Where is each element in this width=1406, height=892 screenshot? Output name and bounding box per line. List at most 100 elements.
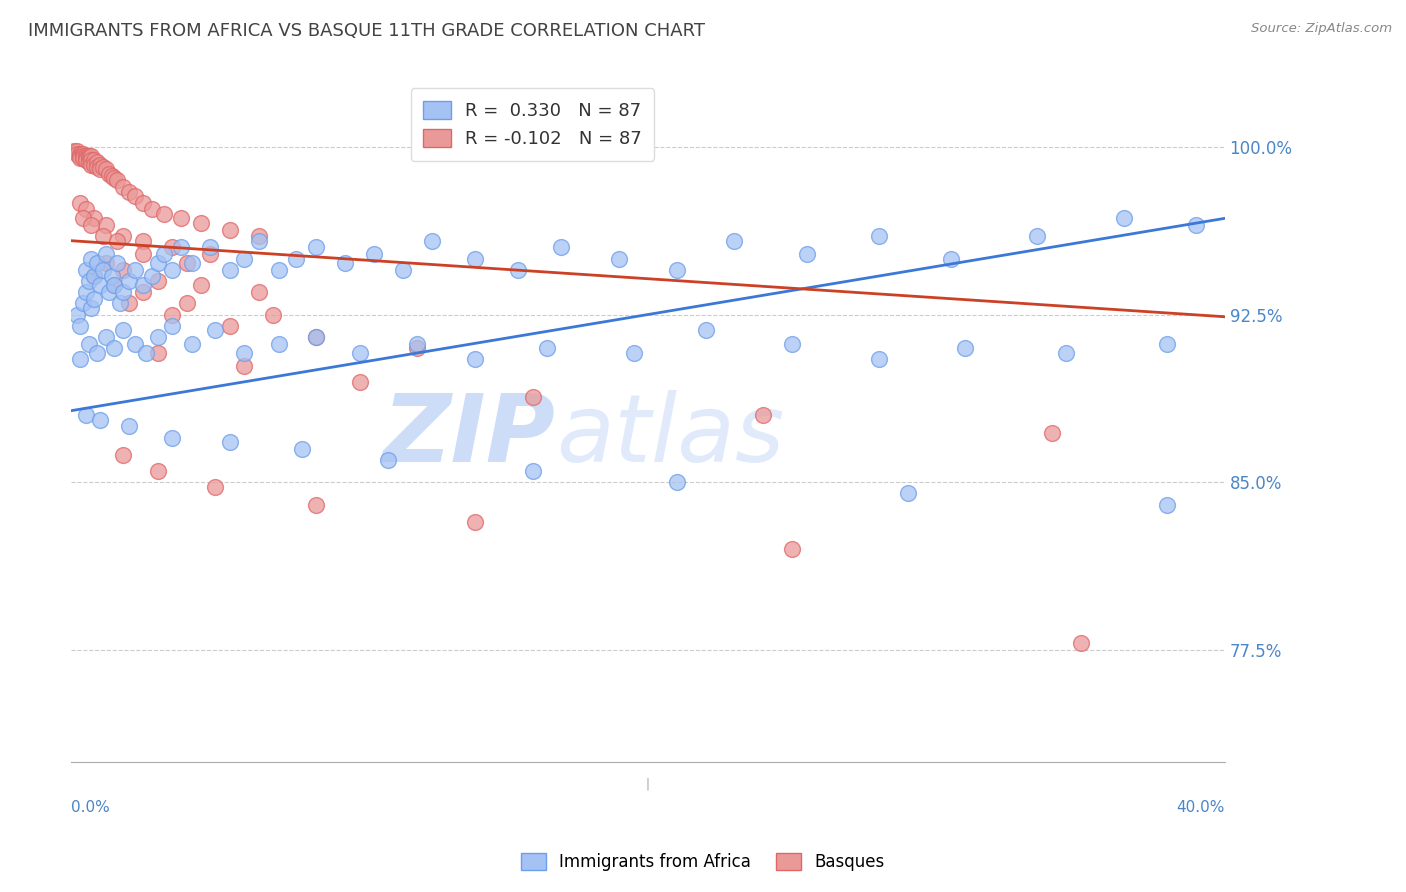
Point	[146, 256, 169, 270]
Point	[77, 151, 100, 165]
Point	[103, 341, 125, 355]
Legend: Immigrants from Africa, Basques: Immigrants from Africa, Basques	[513, 845, 893, 880]
Point	[86, 256, 108, 270]
Point	[83, 269, 105, 284]
Point	[1070, 636, 1092, 650]
Point	[63, 145, 86, 159]
Point	[75, 151, 97, 165]
Point	[86, 155, 108, 169]
Point	[181, 336, 204, 351]
Point	[623, 345, 645, 359]
Point	[233, 345, 256, 359]
Point	[69, 151, 91, 165]
Point	[522, 464, 544, 478]
Point	[204, 480, 226, 494]
Point	[146, 464, 169, 478]
Point	[247, 285, 270, 300]
Point	[89, 412, 111, 426]
Point	[285, 252, 308, 266]
Point	[75, 408, 97, 422]
Point	[112, 180, 135, 194]
Point	[80, 218, 103, 232]
Point	[1185, 218, 1208, 232]
Point	[160, 430, 183, 444]
Point	[83, 153, 105, 168]
Point	[89, 158, 111, 172]
Text: 40.0%: 40.0%	[1177, 800, 1225, 815]
Point	[896, 486, 918, 500]
Point	[349, 375, 371, 389]
Point	[94, 330, 117, 344]
Point	[69, 318, 91, 333]
Point	[69, 352, 91, 367]
Point	[91, 229, 114, 244]
Point	[112, 262, 135, 277]
Point	[267, 336, 290, 351]
Point	[75, 153, 97, 168]
Point	[247, 229, 270, 244]
Point	[141, 269, 163, 284]
Text: 0.0%: 0.0%	[72, 800, 110, 815]
Point	[160, 308, 183, 322]
Point	[665, 262, 688, 277]
Point	[132, 285, 155, 300]
Text: ZIP: ZIP	[382, 390, 555, 482]
Point	[305, 498, 328, 512]
Point	[198, 240, 221, 254]
Point	[247, 234, 270, 248]
Point	[100, 169, 122, 183]
Point	[868, 352, 890, 367]
Point	[72, 149, 94, 163]
Point	[112, 285, 135, 300]
Text: IMMIGRANTS FROM AFRICA VS BASQUE 11TH GRADE CORRELATION CHART: IMMIGRANTS FROM AFRICA VS BASQUE 11TH GR…	[28, 22, 706, 40]
Point	[723, 234, 745, 248]
Point	[170, 211, 193, 226]
Point	[291, 442, 314, 456]
Point	[464, 252, 486, 266]
Point	[146, 274, 169, 288]
Point	[1054, 345, 1077, 359]
Point	[118, 296, 141, 310]
Point	[1156, 336, 1178, 351]
Point	[103, 278, 125, 293]
Point	[262, 308, 284, 322]
Point	[868, 229, 890, 244]
Point	[392, 262, 415, 277]
Point	[105, 173, 128, 187]
Point	[72, 296, 94, 310]
Point	[508, 262, 530, 277]
Point	[939, 252, 962, 266]
Point	[695, 323, 717, 337]
Point	[796, 247, 818, 261]
Point	[83, 158, 105, 172]
Point	[103, 171, 125, 186]
Point	[75, 149, 97, 163]
Point	[72, 146, 94, 161]
Point	[124, 336, 146, 351]
Point	[83, 269, 105, 284]
Point	[94, 256, 117, 270]
Point	[77, 336, 100, 351]
Point	[69, 146, 91, 161]
Point	[181, 256, 204, 270]
Text: Source: ZipAtlas.com: Source: ZipAtlas.com	[1251, 22, 1392, 36]
Point	[75, 285, 97, 300]
Point	[464, 352, 486, 367]
Point	[105, 234, 128, 248]
Point	[550, 240, 572, 254]
Point	[112, 323, 135, 337]
Point	[89, 162, 111, 177]
Point	[80, 252, 103, 266]
Point	[69, 195, 91, 210]
Point	[66, 146, 89, 161]
Point	[77, 155, 100, 169]
Point	[176, 296, 198, 310]
Point	[522, 390, 544, 404]
Point	[420, 234, 443, 248]
Point	[363, 247, 385, 261]
Point	[146, 345, 169, 359]
Point	[105, 256, 128, 270]
Point	[97, 285, 120, 300]
Point	[141, 202, 163, 217]
Point	[349, 345, 371, 359]
